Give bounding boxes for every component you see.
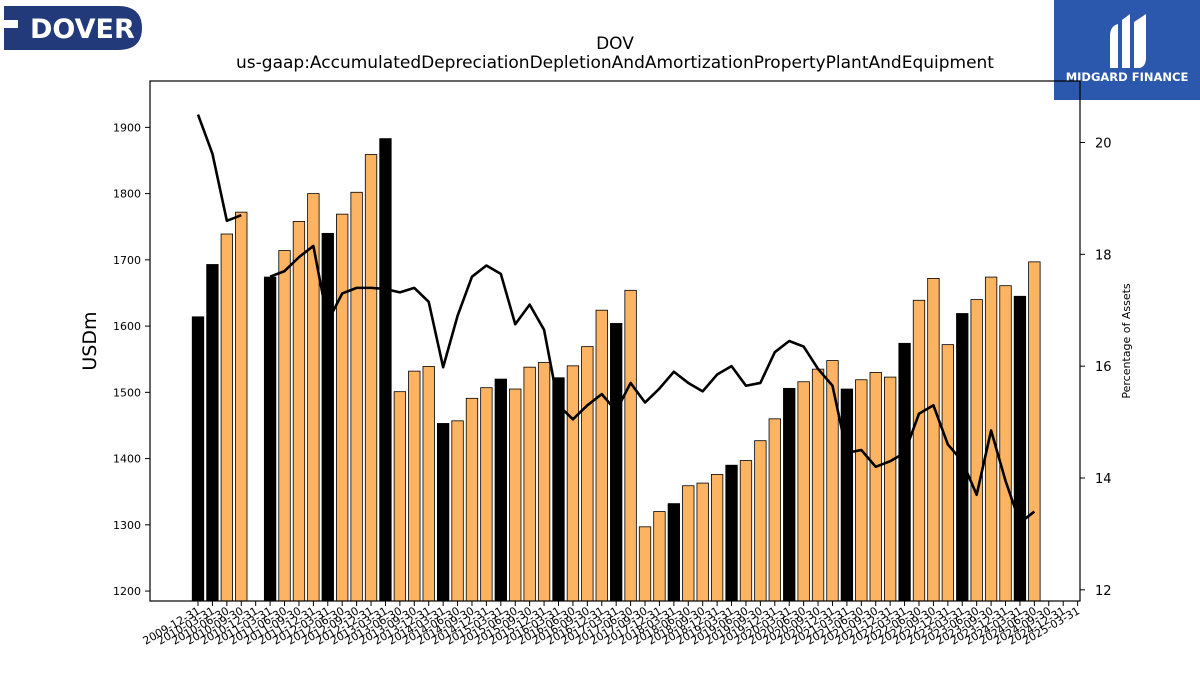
y-tick-label: 1900 — [113, 121, 141, 134]
bar — [797, 381, 810, 602]
bar — [451, 420, 464, 602]
bar — [552, 377, 565, 602]
bar — [393, 391, 407, 602]
bar — [292, 221, 306, 602]
publisher-logo-icon — [1110, 14, 1146, 68]
company-logo-mark — [4, 20, 18, 28]
bar — [840, 388, 854, 602]
bars-group — [191, 138, 1041, 602]
plot-frame — [149, 80, 1081, 602]
y-tick-label: 1300 — [113, 519, 141, 532]
bar — [970, 299, 983, 602]
bar — [869, 372, 882, 602]
bar — [710, 474, 724, 602]
bar — [826, 360, 839, 602]
bar — [581, 346, 594, 602]
bar — [999, 285, 1012, 602]
bar — [509, 388, 522, 602]
bar — [408, 370, 421, 602]
bar — [811, 368, 825, 602]
bar — [379, 138, 392, 602]
publisher-logo-text: MIDGARD FINANCE — [1066, 70, 1189, 84]
y-tick-label: 1500 — [113, 386, 141, 399]
bar — [624, 289, 637, 602]
line-group — [196, 114, 1036, 525]
bar — [1013, 295, 1027, 602]
company-logo-shape — [4, 6, 142, 50]
percentage-line — [196, 114, 1036, 525]
y2-tick-label: 18 — [1095, 248, 1112, 263]
company-logo-text: DOVER — [30, 14, 135, 45]
bar — [754, 440, 767, 602]
y2-axis-label: Percentage of Assets — [1120, 283, 1133, 399]
bar — [696, 482, 709, 602]
axes-group: 1200 1300 1400 1500 1600 1700 1800 1900 12 14 16 18… — [113, 80, 1112, 602]
bar — [235, 211, 248, 602]
bar — [436, 423, 450, 602]
bar — [422, 366, 435, 602]
y-tick-label: 1200 — [113, 585, 141, 598]
bar — [898, 342, 911, 602]
bar — [725, 464, 738, 602]
bar — [984, 276, 998, 602]
bar — [653, 511, 666, 602]
y2-tick-label: 12 — [1095, 584, 1112, 599]
bar — [884, 376, 897, 602]
y-tick-label: 1400 — [113, 453, 141, 466]
bar — [336, 213, 349, 602]
bar — [768, 418, 781, 602]
bar — [667, 503, 681, 602]
bar — [927, 277, 940, 602]
bar — [1028, 261, 1041, 602]
bar — [682, 485, 695, 602]
y-axis-label: USDm — [79, 311, 101, 370]
bar — [307, 193, 320, 602]
y2-tick-label: 14 — [1095, 472, 1112, 487]
bar — [783, 387, 796, 602]
bar — [566, 365, 580, 602]
bar — [480, 387, 493, 602]
y2-tick-label: 20 — [1095, 137, 1112, 152]
bar — [494, 378, 507, 602]
y2-tick-label: 16 — [1095, 360, 1112, 375]
y-tick-label: 1700 — [113, 254, 141, 267]
y-tick-label: 1600 — [113, 320, 141, 333]
y-tick-label: 1800 — [113, 188, 141, 201]
bar — [912, 299, 926, 602]
bar — [739, 460, 753, 602]
bar — [465, 397, 479, 602]
chart-subtitle: us-gaap:AccumulatedDepreciationDepletion… — [236, 53, 994, 73]
bar — [595, 309, 608, 602]
bar — [610, 323, 623, 602]
bar — [206, 264, 219, 602]
bar — [941, 344, 954, 602]
bar — [523, 366, 536, 602]
bar — [263, 276, 277, 602]
bar — [855, 379, 868, 602]
x-ticks-group: 2009-12-312010-03-312010-06-302010-09-30… — [141, 601, 1082, 648]
bar — [537, 362, 551, 602]
chart-title: DOV — [596, 34, 634, 54]
company-logo: DOVER — [4, 6, 142, 50]
bar — [278, 250, 291, 602]
bar — [364, 154, 378, 602]
bar — [638, 526, 652, 602]
bar — [321, 232, 334, 602]
publisher-logo: MIDGARD FINANCE — [1054, 0, 1200, 100]
bar — [220, 233, 233, 602]
bar — [350, 191, 363, 602]
bar — [191, 316, 205, 602]
